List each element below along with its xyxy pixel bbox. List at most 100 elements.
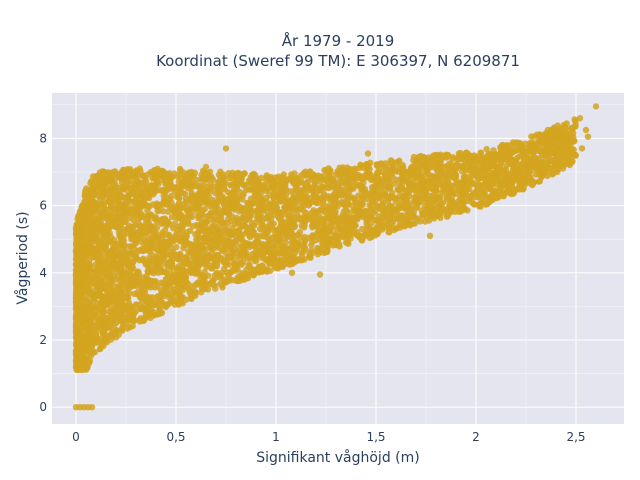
data-point bbox=[350, 195, 357, 203]
data-point bbox=[436, 181, 443, 188]
data-point bbox=[447, 202, 454, 209]
data-point bbox=[252, 207, 260, 214]
data-point bbox=[100, 250, 107, 257]
data-point bbox=[104, 302, 111, 309]
data-point bbox=[386, 185, 394, 192]
data-point bbox=[216, 219, 223, 227]
data-point bbox=[78, 279, 85, 286]
data-point bbox=[115, 309, 123, 316]
data-point bbox=[344, 238, 351, 245]
data-point bbox=[198, 189, 206, 196]
data-point bbox=[111, 237, 118, 244]
data-point bbox=[218, 214, 225, 221]
data-point bbox=[134, 177, 141, 185]
data-point bbox=[110, 242, 118, 249]
data-point bbox=[86, 267, 94, 274]
data-point bbox=[287, 216, 295, 224]
data-point bbox=[496, 166, 504, 173]
data-point bbox=[209, 196, 216, 203]
data-point bbox=[205, 213, 212, 220]
data-point bbox=[211, 215, 218, 223]
data-point bbox=[171, 209, 178, 216]
data-point bbox=[262, 233, 270, 240]
data-point bbox=[82, 187, 89, 195]
data-point bbox=[306, 169, 313, 176]
data-point bbox=[403, 187, 410, 194]
data-point bbox=[316, 174, 324, 182]
data-point bbox=[363, 220, 370, 227]
data-point bbox=[412, 197, 419, 205]
data-point bbox=[453, 204, 460, 211]
data-point bbox=[535, 146, 543, 153]
data-point bbox=[437, 165, 444, 172]
data-point bbox=[122, 197, 130, 204]
data-point bbox=[92, 173, 100, 180]
data-point bbox=[392, 195, 399, 202]
data-point bbox=[108, 170, 115, 177]
data-point bbox=[263, 172, 270, 179]
data-point bbox=[160, 208, 167, 215]
data-point bbox=[180, 266, 188, 274]
data-point bbox=[394, 213, 402, 220]
data-point bbox=[310, 219, 317, 226]
data-point bbox=[224, 220, 232, 227]
data-point bbox=[270, 243, 278, 250]
data-point bbox=[415, 153, 422, 160]
data-point bbox=[188, 183, 195, 191]
data-point bbox=[471, 168, 478, 176]
data-point bbox=[125, 192, 133, 199]
data-point bbox=[244, 271, 251, 278]
data-point bbox=[79, 266, 87, 273]
data-point bbox=[188, 269, 195, 277]
data-point bbox=[217, 178, 224, 185]
data-point bbox=[225, 277, 233, 284]
data-point bbox=[148, 251, 156, 258]
data-point bbox=[458, 193, 466, 201]
data-point bbox=[487, 151, 494, 158]
data-point bbox=[156, 258, 164, 265]
data-point bbox=[240, 190, 247, 197]
data-point bbox=[149, 230, 157, 238]
data-point bbox=[192, 289, 199, 296]
data-point bbox=[428, 160, 435, 167]
data-point bbox=[144, 182, 151, 190]
data-point bbox=[125, 276, 133, 283]
data-point bbox=[406, 222, 414, 229]
data-point bbox=[77, 213, 84, 220]
data-point bbox=[384, 213, 392, 220]
data-point bbox=[189, 208, 197, 215]
data-point bbox=[156, 303, 163, 310]
data-point bbox=[324, 235, 332, 243]
data-point bbox=[240, 222, 247, 230]
data-point bbox=[248, 267, 255, 274]
data-point bbox=[424, 180, 431, 187]
data-point bbox=[148, 243, 155, 250]
data-point bbox=[258, 174, 265, 182]
data-point bbox=[227, 246, 234, 253]
data-point bbox=[452, 162, 460, 169]
data-point bbox=[196, 258, 203, 265]
data-point bbox=[273, 258, 281, 265]
data-point bbox=[528, 160, 535, 167]
data-point bbox=[98, 176, 106, 183]
data-point bbox=[247, 179, 254, 187]
data-point bbox=[252, 251, 260, 258]
data-point bbox=[133, 168, 140, 175]
data-point bbox=[186, 227, 194, 234]
data-point bbox=[336, 229, 343, 236]
data-point bbox=[304, 178, 311, 186]
data-point bbox=[138, 298, 146, 306]
data-point bbox=[159, 231, 166, 239]
data-point bbox=[187, 244, 195, 251]
data-point bbox=[501, 155, 508, 162]
data-point bbox=[314, 244, 321, 252]
data-point bbox=[413, 164, 421, 171]
data-point bbox=[98, 193, 106, 201]
data-point bbox=[136, 318, 144, 325]
data-point bbox=[155, 246, 163, 254]
data-point bbox=[267, 205, 275, 212]
data-point bbox=[178, 258, 185, 266]
data-point bbox=[201, 169, 208, 176]
data-point bbox=[100, 222, 107, 230]
